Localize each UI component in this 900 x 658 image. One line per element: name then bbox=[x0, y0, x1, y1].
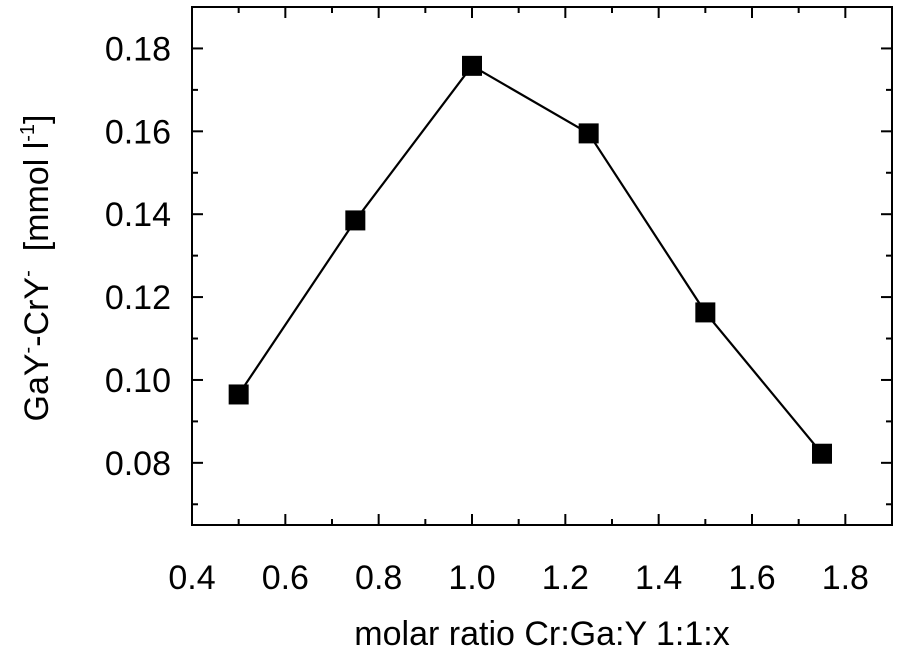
y-axis-title-ga: GaY bbox=[18, 353, 56, 421]
x-tick-label: 1.4 bbox=[635, 559, 682, 597]
x-tick-label: 0.8 bbox=[355, 559, 402, 597]
x-tick-label: 0.4 bbox=[168, 559, 215, 597]
x-tick-label: 1.0 bbox=[448, 559, 495, 597]
axes bbox=[191, 6, 893, 526]
data-point bbox=[345, 210, 366, 231]
x-tick-label: 1.8 bbox=[822, 559, 869, 597]
y-tick-label: 0.16 bbox=[105, 113, 171, 151]
series-line bbox=[237, 64, 823, 455]
tick-labels: 0.4 0.6 0.8 1.0 1.2 1.4 1.6 1.8 0.08 0.10 0.12 0.14… bbox=[105, 30, 869, 597]
y-tick-label: 0.12 bbox=[105, 279, 171, 317]
y-tick-label: 0.18 bbox=[105, 30, 171, 68]
x-axis-title: molar ratio Cr:Ga:Y 1:1:x bbox=[354, 615, 729, 653]
data-point bbox=[695, 302, 716, 323]
y-tick-label: 0.10 bbox=[105, 362, 171, 400]
y-axis-title-ga-sup: - bbox=[17, 347, 39, 354]
x-tick-label: 1.6 bbox=[728, 559, 775, 597]
data-point bbox=[578, 123, 599, 144]
y-axis-title-unit: [mmol l bbox=[18, 142, 56, 270]
data-point bbox=[812, 443, 832, 464]
series bbox=[228, 55, 832, 464]
x-tick-label: 1.2 bbox=[542, 559, 589, 597]
y-tick-label: 0.08 bbox=[105, 445, 171, 483]
ticks bbox=[191, 7, 892, 525]
data-point bbox=[228, 384, 249, 405]
y-axis-title: GaY--CrY- [mmol l-1] bbox=[17, 115, 56, 422]
y-axis-title-cr-sup: - bbox=[17, 270, 39, 277]
y-axis-title-unit-sup: -1 bbox=[17, 124, 39, 142]
data-point bbox=[462, 55, 482, 76]
y-tick-label: 0.14 bbox=[105, 196, 171, 234]
x-tick-label: 0.6 bbox=[262, 559, 309, 597]
y-axis-title-cr: -CrY bbox=[18, 277, 56, 347]
y-axis-title-unit-close: ] bbox=[18, 115, 56, 124]
plot-frame bbox=[191, 6, 893, 526]
